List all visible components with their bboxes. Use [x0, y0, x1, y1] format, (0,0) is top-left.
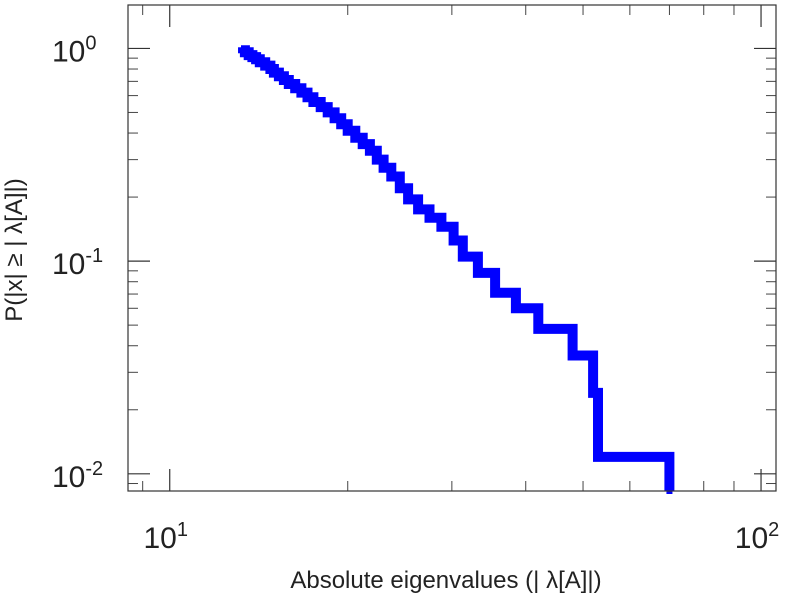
data-point: [270, 69, 277, 76]
data-point: [324, 109, 331, 116]
data-point: [366, 147, 373, 154]
data-point: [388, 173, 395, 180]
y-tick-label: 10-1: [52, 245, 103, 281]
data-point: [344, 127, 351, 134]
data-point: [298, 89, 305, 96]
data-point: [352, 134, 359, 141]
y-tick-label: 100: [52, 32, 97, 68]
data-point: [426, 214, 433, 221]
data-point: [438, 223, 445, 230]
data-point: [331, 115, 338, 122]
data-point: [338, 121, 345, 128]
data-point: [304, 94, 311, 101]
major-ticks: [128, 5, 776, 491]
data-point: [275, 73, 282, 80]
data-point: [253, 56, 260, 63]
data-point: [241, 49, 248, 56]
data-point: [535, 325, 542, 332]
data-point: [317, 104, 324, 111]
series-line-0: [239, 45, 675, 491]
data-point: [415, 206, 422, 213]
data-point: [280, 77, 287, 84]
data-point: [590, 389, 597, 396]
data-point: [396, 185, 403, 192]
data-point: [459, 253, 466, 260]
data-point: [450, 237, 457, 244]
series-layer: [238, 45, 675, 494]
data-point: [285, 81, 292, 88]
minor-ticks: [128, 5, 776, 491]
data-point: [310, 98, 317, 105]
data-point: [474, 269, 481, 276]
data-point: [256, 59, 263, 66]
data-point: [380, 164, 387, 171]
data-point: [595, 453, 602, 460]
y-axis-title: P(|x| ≥ | λ[A]|): [1, 178, 28, 321]
plot-frame: [127, 4, 777, 492]
data-point: [405, 196, 412, 203]
data-point: [262, 62, 269, 69]
x-tick-label: 102: [735, 519, 780, 555]
x-tick-label: 101: [143, 519, 188, 555]
data-point: [569, 352, 576, 359]
data-point: [292, 85, 299, 92]
data-point: [238, 47, 245, 54]
data-point: [245, 52, 252, 59]
data-point: [359, 141, 366, 148]
y-tick-label: 10-2: [52, 458, 103, 494]
data-point: [249, 54, 256, 61]
data-point: [512, 305, 519, 312]
data-point: [267, 66, 274, 73]
tick-labels: 101 102 100 10-1 10-2: [52, 32, 779, 555]
data-point: [492, 289, 499, 296]
data-point: [373, 156, 380, 163]
x-axis-title: Absolute eigenvalues (| λ[A]|): [290, 567, 601, 594]
